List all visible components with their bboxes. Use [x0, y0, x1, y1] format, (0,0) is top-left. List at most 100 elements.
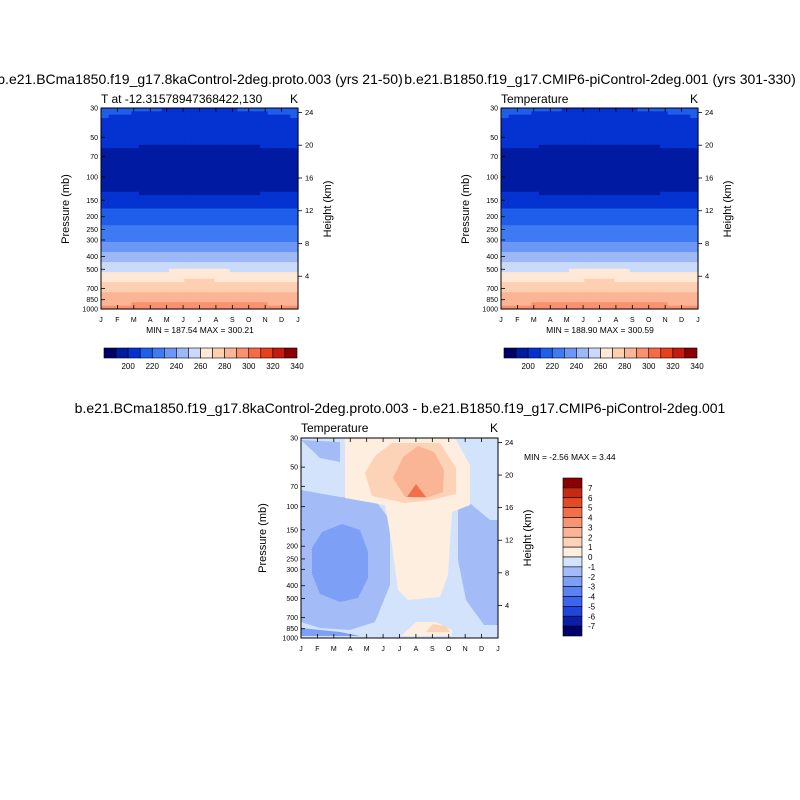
field-cell — [161, 211, 170, 216]
colorbar-label: 200 — [121, 362, 135, 371]
colorbar-box — [115, 347, 129, 359]
field-cell — [538, 292, 548, 297]
field-cell — [199, 221, 208, 226]
field-cell — [252, 235, 261, 240]
field-cell — [682, 141, 692, 146]
colorbar-box — [212, 347, 225, 359]
field-cell — [244, 228, 254, 233]
field-cell — [169, 114, 178, 119]
field-cell — [667, 252, 676, 256]
field-cell — [161, 218, 170, 223]
field-cell — [237, 208, 246, 213]
field-cell — [244, 161, 254, 166]
field-cell — [260, 154, 269, 159]
field-cell — [584, 128, 593, 133]
field-cell — [614, 255, 623, 260]
field-cell — [546, 302, 555, 307]
field-cell — [660, 198, 669, 203]
field-cell — [229, 134, 238, 139]
field-cell — [576, 205, 585, 210]
field-cell — [237, 211, 246, 216]
field-cell — [222, 208, 231, 213]
field-cell — [599, 108, 608, 112]
field-cell — [229, 258, 238, 263]
field-cell — [660, 185, 669, 189]
y-tick-label: 400 — [486, 254, 498, 261]
field-cell — [138, 272, 148, 277]
field-cell — [267, 134, 276, 139]
field-cell — [116, 275, 125, 280]
field-cell — [290, 268, 299, 273]
field-cell — [214, 295, 223, 300]
colorbar-label: 240 — [170, 362, 184, 371]
field-cell — [637, 168, 646, 173]
field-cell — [629, 255, 638, 260]
field-cell — [644, 218, 654, 223]
field-cell — [154, 235, 163, 240]
y-tick-label: 200 — [486, 214, 498, 221]
field-cell — [531, 288, 540, 293]
field-cell — [690, 138, 699, 143]
field-cell — [667, 262, 676, 267]
field-cell — [108, 148, 117, 153]
field-cell — [561, 255, 570, 260]
field-cell — [591, 175, 601, 179]
field-cell — [290, 215, 299, 220]
field-cell — [161, 238, 170, 243]
field-cell — [199, 255, 208, 260]
field-cell — [690, 131, 699, 136]
field-cell — [101, 275, 110, 280]
field-cell — [501, 128, 510, 133]
field-cell — [591, 195, 601, 200]
field-cell — [622, 208, 631, 213]
field-cell — [214, 144, 223, 149]
field-cell — [637, 108, 646, 112]
field-cell — [244, 128, 254, 133]
field-cell — [584, 235, 593, 240]
field-cell — [191, 198, 201, 203]
field-cell — [652, 272, 661, 277]
field-cell — [561, 272, 570, 277]
field-cell — [138, 221, 148, 226]
x-tick-label: A — [348, 646, 353, 653]
field-cell — [637, 295, 646, 300]
field-cell — [116, 211, 125, 216]
field-cell — [184, 191, 193, 196]
field-cell — [660, 282, 669, 287]
field-cell — [576, 134, 585, 139]
field-cell — [116, 108, 125, 112]
field-cell — [591, 161, 601, 166]
field-cell — [531, 282, 540, 287]
field-cell — [561, 111, 570, 116]
field-cell — [229, 154, 238, 159]
field-cell — [607, 201, 616, 206]
field-cell — [591, 245, 601, 250]
field-cell — [131, 118, 140, 122]
field-cell — [267, 282, 276, 287]
field-cell — [229, 114, 238, 119]
panel-3-title: b.e21.BCma1850.f19_g17.8kaControl-2deg.p… — [75, 400, 726, 416]
field-cell — [637, 298, 646, 303]
field-cell — [207, 225, 216, 230]
field-cell — [561, 211, 570, 216]
field-cell — [101, 178, 110, 183]
field-cell — [260, 298, 269, 303]
field-cell — [176, 262, 185, 267]
field-cell — [207, 198, 216, 203]
field-cell — [516, 225, 525, 230]
field-cell — [275, 205, 284, 210]
field-cell — [131, 238, 140, 243]
field-cell — [290, 138, 299, 143]
field-cell — [561, 205, 570, 210]
field-cell — [184, 275, 193, 280]
field-cell — [237, 121, 246, 126]
field-cell — [652, 298, 661, 303]
field-cell — [614, 305, 623, 310]
field-cell — [260, 121, 269, 126]
field-cell — [123, 288, 132, 293]
field-cell — [108, 191, 117, 196]
field-cell — [282, 134, 292, 139]
field-cell — [154, 144, 163, 149]
colorbar-label: 260 — [594, 362, 608, 371]
field-cell — [101, 175, 110, 179]
